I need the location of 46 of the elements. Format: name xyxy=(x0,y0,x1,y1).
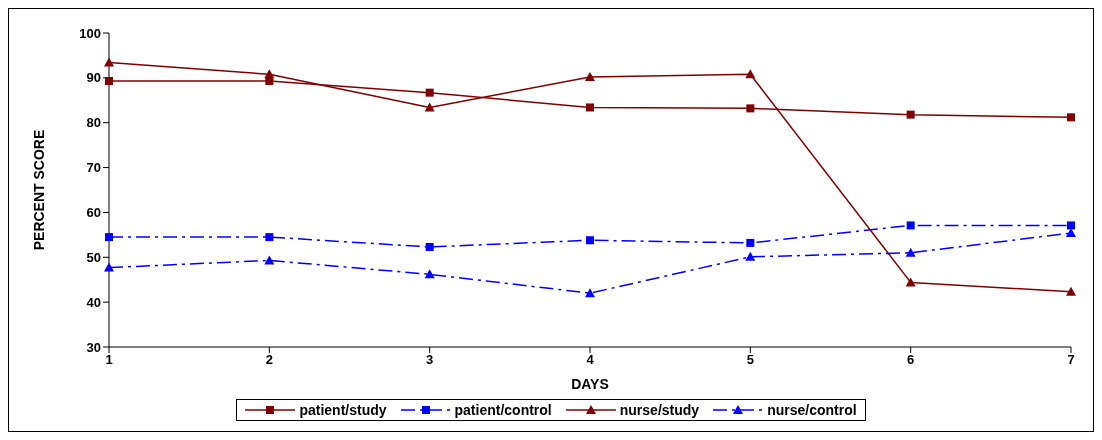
point xyxy=(745,251,756,261)
x-tick-label: 6 xyxy=(907,352,915,368)
x-tick-label: 7 xyxy=(1067,352,1075,368)
legend-label: patient/study xyxy=(299,402,387,418)
x-axis-title: DAYS xyxy=(571,376,609,392)
y-tick-label: 70 xyxy=(86,160,101,176)
point xyxy=(1066,228,1076,238)
point xyxy=(906,221,915,230)
y-tick-label: 90 xyxy=(86,70,101,86)
legend-label: nurse/study xyxy=(619,402,700,418)
point xyxy=(1067,113,1075,122)
legend-label: nurse/control xyxy=(767,402,857,418)
x-tick-label: 3 xyxy=(426,352,434,368)
x-tick-label: 4 xyxy=(586,352,595,368)
point xyxy=(586,236,594,245)
point xyxy=(105,233,113,242)
point xyxy=(746,238,755,247)
y-tick-label: 80 xyxy=(86,115,101,131)
point xyxy=(746,104,755,113)
x-tick-label: 5 xyxy=(746,352,754,368)
point xyxy=(906,110,915,119)
point xyxy=(1067,221,1075,230)
point xyxy=(424,269,435,279)
legend-label: patient/control xyxy=(454,402,552,418)
point xyxy=(425,88,434,97)
point xyxy=(265,233,274,242)
point xyxy=(585,71,595,81)
point xyxy=(905,247,916,257)
point xyxy=(425,242,434,251)
y-tick-label: 50 xyxy=(86,249,101,265)
point xyxy=(104,57,114,67)
y-tick-label: 60 xyxy=(86,205,101,221)
point xyxy=(105,77,113,85)
y-tick-label: 100 xyxy=(79,25,101,41)
point xyxy=(745,69,756,79)
y-axis-title: PERCENT SCORE xyxy=(30,129,47,251)
point xyxy=(585,288,595,298)
y-tick-label: 30 xyxy=(86,339,101,355)
point xyxy=(1066,286,1076,296)
x-tick-label: 1 xyxy=(105,352,113,368)
point xyxy=(264,69,275,79)
y-tick-label: 40 xyxy=(86,294,101,310)
point xyxy=(905,277,916,287)
point xyxy=(586,103,594,112)
point xyxy=(104,262,114,272)
x-tick-label: 2 xyxy=(265,352,273,368)
